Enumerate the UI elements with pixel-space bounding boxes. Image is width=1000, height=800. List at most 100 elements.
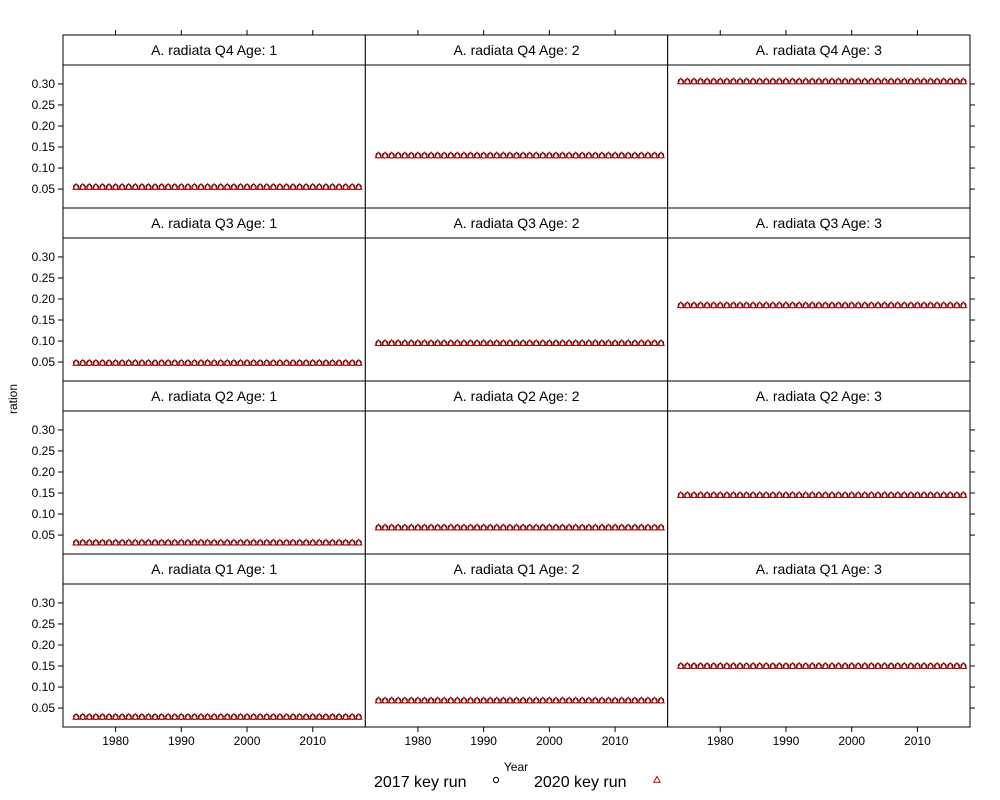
point-2020-key-run xyxy=(91,182,100,190)
x-tick-label: 1980 xyxy=(707,734,734,748)
point-2020-key-run xyxy=(578,523,587,531)
point-2020-key-run xyxy=(111,712,120,720)
point-2020-key-run xyxy=(479,151,488,159)
point-2020-key-run xyxy=(788,490,797,498)
point-2020-key-run xyxy=(926,77,935,85)
point-2020-key-run xyxy=(775,300,784,309)
point-2020-key-run xyxy=(473,338,482,346)
point-2020-key-run xyxy=(131,182,140,190)
point-2020-key-run xyxy=(926,490,935,498)
panel-title: A. radiata Q3 Age: 1 xyxy=(151,215,277,231)
point-2020-key-run xyxy=(512,151,521,159)
y-tick-label: 0.30 xyxy=(32,77,56,91)
point-2020-key-run xyxy=(847,490,856,498)
point-2020-key-run xyxy=(887,77,896,85)
point-2020-key-run xyxy=(446,338,455,346)
point-2020-key-run xyxy=(611,151,620,159)
point-2020-key-run xyxy=(190,538,199,546)
panel: A. radiata Q4 Age: 1 xyxy=(62,34,366,209)
point-2020-key-run xyxy=(584,696,593,704)
point-2020-key-run xyxy=(874,661,882,669)
point-2020-key-run xyxy=(466,338,475,346)
point-2020-key-run xyxy=(131,712,140,720)
point-2020-key-run xyxy=(335,182,344,190)
point-2020-key-run xyxy=(98,712,107,720)
point-2020-key-run xyxy=(223,358,232,366)
point-2020-key-run xyxy=(243,182,251,190)
point-2020-key-run xyxy=(768,661,777,669)
point-2020-key-run xyxy=(72,182,81,190)
point-2020-key-run xyxy=(236,712,245,720)
point-2020-key-run xyxy=(328,712,337,720)
point-2020-key-run xyxy=(321,712,330,720)
point-2020-key-run xyxy=(808,300,817,309)
point-2020-key-run xyxy=(860,77,869,85)
point-2020-key-run xyxy=(229,182,238,190)
point-2020-key-run xyxy=(532,338,541,346)
point-2020-key-run xyxy=(604,696,613,704)
point-2020-key-run xyxy=(946,661,955,669)
point-2020-key-run xyxy=(348,358,357,366)
point-2020-key-run xyxy=(420,338,429,346)
point-2020-key-run xyxy=(946,490,955,498)
point-2020-key-run xyxy=(98,358,107,366)
point-2020-key-run xyxy=(637,696,646,704)
point-2020-key-run xyxy=(709,490,718,498)
y-tick-label: 0.25 xyxy=(32,617,56,631)
point-2020-key-run xyxy=(381,151,390,159)
point-2020-key-run xyxy=(302,182,311,190)
point-2020-key-run xyxy=(538,151,547,159)
point-2020-key-run xyxy=(657,696,666,704)
point-2020-key-run xyxy=(729,300,738,309)
point-2020-key-run xyxy=(532,696,541,704)
point-2020-key-run xyxy=(164,712,173,720)
point-2020-key-run xyxy=(637,151,646,159)
point-2020-key-run xyxy=(151,182,159,190)
y-tick-label: 0.10 xyxy=(32,334,56,348)
point-2020-key-run xyxy=(269,182,278,190)
y-tick-label: 0.10 xyxy=(32,680,56,694)
point-2020-key-run xyxy=(348,538,357,546)
point-2020-key-run xyxy=(880,77,889,85)
point-2020-key-run xyxy=(768,77,777,85)
point-2020-key-run xyxy=(808,77,817,85)
point-2020-key-run xyxy=(880,490,889,498)
point-2020-key-run xyxy=(933,661,942,669)
point-2020-key-run xyxy=(808,490,817,498)
panel-plot-area xyxy=(62,583,366,728)
panel: A. radiata Q3 Age: 2 xyxy=(364,207,669,382)
point-2020-key-run xyxy=(939,300,948,309)
point-2020-key-run xyxy=(604,523,613,531)
point-2020-key-run xyxy=(157,538,166,546)
point-2020-key-run xyxy=(578,338,587,346)
point-2020-key-run xyxy=(335,538,344,546)
point-2020-key-run xyxy=(144,358,153,366)
point-2020-key-run xyxy=(920,661,928,669)
panel-title: A. radiata Q4 Age: 1 xyxy=(151,42,277,58)
point-2020-key-run xyxy=(676,661,685,669)
point-2020-key-run xyxy=(420,696,429,704)
point-2020-key-run xyxy=(834,300,843,309)
point-2020-key-run xyxy=(459,696,468,704)
point-2020-key-run xyxy=(788,77,797,85)
legend-symbol-triangle xyxy=(652,775,662,783)
point-2020-key-run xyxy=(959,490,968,498)
point-2020-key-run xyxy=(269,538,278,546)
point-2020-key-run xyxy=(716,661,725,669)
point-2020-key-run xyxy=(466,151,475,159)
y-tick-label: 0.15 xyxy=(32,486,56,500)
panel-strip xyxy=(364,207,669,239)
panel-title: A. radiata Q3 Age: 3 xyxy=(756,215,882,231)
point-2020-key-run xyxy=(821,300,830,309)
point-2020-key-run xyxy=(197,538,205,546)
point-2020-key-run xyxy=(584,523,593,531)
point-2020-key-run xyxy=(913,490,922,498)
panel: A. radiata Q2 Age: 2 xyxy=(364,380,669,555)
point-2020-key-run xyxy=(210,538,219,546)
point-2020-key-run xyxy=(525,523,534,531)
point-2020-key-run xyxy=(321,182,330,190)
panels-layer: A. radiata Q4 Age: 1 A. radiata Q4 Age: 2… xyxy=(32,30,975,748)
point-2020-key-run xyxy=(479,338,488,346)
point-2020-key-run xyxy=(637,338,646,346)
point-2020-key-run xyxy=(795,661,804,669)
